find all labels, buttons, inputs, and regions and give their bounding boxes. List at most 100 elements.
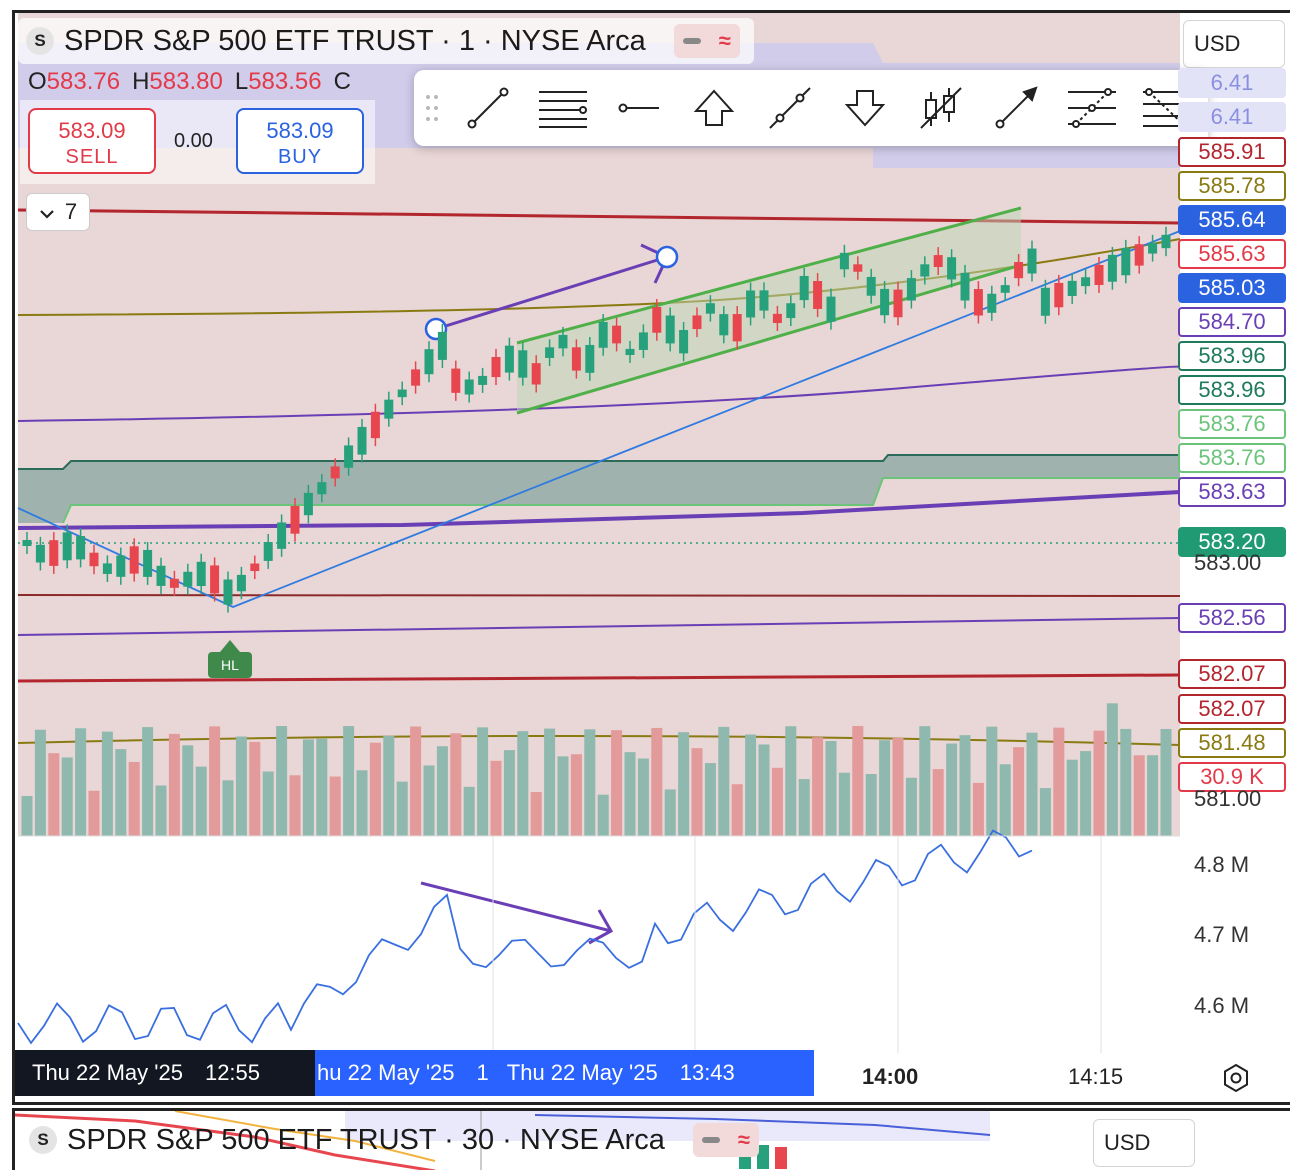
secondary-status-pill[interactable]: ≈: [692, 1123, 759, 1157]
extended-line-tool-icon[interactable]: [752, 70, 828, 146]
candle-body: [491, 356, 501, 378]
cloud-fill: [18, 455, 1180, 523]
volume-bar: [1053, 727, 1065, 836]
price-label[interactable]: 583.63: [1178, 477, 1286, 507]
candle-body: [290, 506, 300, 534]
crosshair-date-left: Thu 22 May '25 12:55: [15, 1050, 315, 1096]
arrow-up-tool-icon[interactable]: [677, 70, 753, 146]
volume-bar: [356, 770, 368, 836]
chart-settings-button[interactable]: [1218, 1062, 1254, 1098]
indicators-toggle-button[interactable]: 7: [26, 193, 90, 231]
candle-body: [277, 522, 287, 549]
volume-bar: [517, 731, 529, 836]
price-label[interactable]: 582.56: [1178, 603, 1286, 633]
price-label[interactable]: 585.63: [1178, 239, 1286, 269]
price-label[interactable]: 583.76: [1178, 409, 1286, 439]
candle-body: [357, 426, 367, 455]
price-label[interactable]: 6.41: [1178, 68, 1286, 98]
volume-bar: [892, 737, 904, 836]
volume-bar: [343, 726, 355, 836]
price-label[interactable]: 585.78: [1178, 171, 1286, 201]
volume-bar: [1120, 728, 1132, 836]
pitchfork-tool-icon[interactable]: [1054, 70, 1130, 146]
secondary-symbol-title[interactable]: SPDR S&P 500 ETF TRUST · 30 · NYSE Arca: [67, 1123, 665, 1156]
volume-bar: [88, 790, 100, 836]
candle-body: [196, 561, 206, 587]
volume-bar: [544, 728, 556, 836]
candle-body: [1081, 277, 1091, 287]
arrow-tool-icon[interactable]: [979, 70, 1055, 146]
volume-bar: [812, 737, 824, 836]
volume-bar: [490, 760, 502, 836]
volume-bar: [557, 756, 569, 836]
high-value: 583.80: [149, 68, 223, 95]
candle-body: [183, 571, 193, 587]
price-label[interactable]: 582.07: [1178, 659, 1286, 689]
price-label[interactable]: 583.76: [1178, 443, 1286, 473]
candle-body: [424, 349, 434, 375]
cumulative-volume-line: [17, 829, 1033, 1045]
channel-upper-line: [516, 206, 1022, 345]
lower-band-line: [17, 617, 1181, 636]
symbol-title[interactable]: SPDR S&P 500 ETF TRUST · 1 · NYSE Arca: [64, 24, 646, 57]
candle-body: [1121, 247, 1131, 276]
sell-button[interactable]: 583.09 SELL: [28, 108, 156, 174]
price-label[interactable]: 581.48: [1178, 728, 1286, 758]
volume-bar: [410, 726, 422, 836]
price-label[interactable]: 582.07: [1178, 694, 1286, 724]
price-label[interactable]: 30.9 K: [1178, 762, 1286, 792]
low-value: 583.56: [248, 68, 322, 95]
candle-body: [1000, 285, 1010, 293]
candle-body: [853, 264, 863, 272]
secondary-chart-frame[interactable]: S SPDR S&P 500 ETF TRUST · 30 · NYSE Arc…: [12, 1108, 1290, 1170]
volume-bar: [624, 752, 636, 836]
price-label[interactable]: 583.96: [1178, 341, 1286, 371]
candle-body: [344, 445, 354, 468]
vwap-line: [17, 490, 1181, 530]
trend-line-tool-icon[interactable]: [450, 70, 526, 146]
indicators-count: 7: [64, 199, 78, 224]
volume-bar: [115, 749, 127, 836]
volume-bar: [959, 735, 971, 836]
low-label: L: [234, 68, 249, 95]
symbol-header[interactable]: S SPDR S&P 500 ETF TRUST · 1 · NYSE Arca…: [18, 18, 754, 64]
candle-body: [116, 555, 126, 577]
candle-body: [665, 315, 675, 344]
parallel-lines-tool-icon[interactable]: [526, 70, 602, 146]
price-label[interactable]: 583.96: [1178, 375, 1286, 405]
drawing-toolbar[interactable]: [414, 70, 1208, 146]
currency-label: USD: [1194, 31, 1241, 56]
secondary-symbol-header[interactable]: S SPDR S&P 500 ETF TRUST · 30 · NYSE Arc…: [21, 1117, 773, 1163]
annotation-arrow-up: [435, 255, 668, 331]
volume-bar: [396, 781, 408, 836]
candle-body: [330, 466, 340, 479]
price-label[interactable]: 585.03: [1178, 273, 1286, 303]
arrow-down-tool-icon[interactable]: [828, 70, 904, 146]
price-label[interactable]: 584.70: [1178, 307, 1286, 337]
price-label[interactable]: 583.20: [1178, 527, 1286, 557]
volume-bar: [75, 728, 87, 836]
volume-bar: [865, 774, 877, 836]
status-pill[interactable]: ≈: [673, 24, 740, 58]
candle-body: [906, 278, 916, 301]
candle-pattern-tool-icon[interactable]: [903, 70, 979, 146]
price-label[interactable]: 585.64: [1178, 205, 1286, 235]
candle-body: [719, 314, 729, 336]
candle-body: [169, 578, 179, 588]
buy-button[interactable]: 583.09 BUY: [236, 108, 364, 174]
time-axis-tick: 14:00: [862, 1064, 919, 1089]
trend-line: [17, 230, 1181, 608]
volume-bar: [142, 727, 154, 836]
volume-bar: [704, 763, 716, 836]
secondary-currency-select[interactable]: USD: [1093, 1119, 1195, 1167]
horizontal-ray-tool-icon[interactable]: [601, 70, 677, 146]
currency-select[interactable]: USD: [1183, 20, 1285, 68]
volume-bar: [745, 734, 757, 836]
drag-handle-icon[interactable]: [414, 93, 450, 123]
candle-body: [49, 540, 59, 566]
candle-body: [518, 350, 528, 378]
hl-marker-badge[interactable]: HL: [208, 640, 252, 678]
price-label[interactable]: 585.91: [1178, 137, 1286, 167]
price-label[interactable]: 6.41: [1178, 102, 1286, 132]
volume-bar: [798, 779, 810, 836]
